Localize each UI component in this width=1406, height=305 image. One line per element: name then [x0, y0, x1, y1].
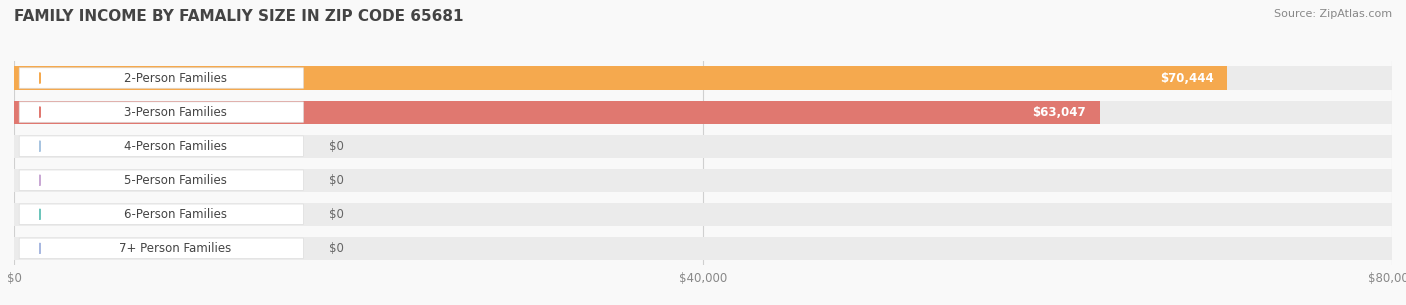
- Text: FAMILY INCOME BY FAMALIY SIZE IN ZIP CODE 65681: FAMILY INCOME BY FAMALIY SIZE IN ZIP COD…: [14, 9, 464, 24]
- Bar: [14, 169, 1392, 192]
- Text: 2-Person Families: 2-Person Families: [124, 72, 226, 84]
- Text: Source: ZipAtlas.com: Source: ZipAtlas.com: [1274, 9, 1392, 19]
- Text: 5-Person Families: 5-Person Families: [124, 174, 226, 187]
- FancyBboxPatch shape: [20, 170, 304, 190]
- Text: $63,047: $63,047: [1032, 106, 1087, 119]
- Bar: [14, 237, 1392, 260]
- Bar: [14, 135, 1392, 158]
- Bar: [14, 101, 1099, 124]
- Text: $0: $0: [329, 174, 344, 187]
- Text: 3-Person Families: 3-Person Families: [124, 106, 226, 119]
- Text: $0: $0: [329, 208, 344, 221]
- FancyBboxPatch shape: [20, 204, 304, 224]
- Bar: [14, 203, 1392, 226]
- FancyBboxPatch shape: [20, 136, 304, 156]
- Bar: [14, 101, 1392, 124]
- Text: 7+ Person Families: 7+ Person Families: [120, 242, 231, 255]
- FancyBboxPatch shape: [20, 68, 304, 88]
- Text: $0: $0: [329, 242, 344, 255]
- FancyBboxPatch shape: [20, 102, 304, 122]
- FancyBboxPatch shape: [20, 238, 304, 259]
- Bar: [14, 66, 1227, 90]
- Text: 4-Person Families: 4-Person Families: [124, 140, 226, 152]
- Text: $70,444: $70,444: [1160, 72, 1213, 84]
- Bar: [14, 66, 1392, 90]
- Text: 6-Person Families: 6-Person Families: [124, 208, 226, 221]
- Text: $0: $0: [329, 140, 344, 152]
